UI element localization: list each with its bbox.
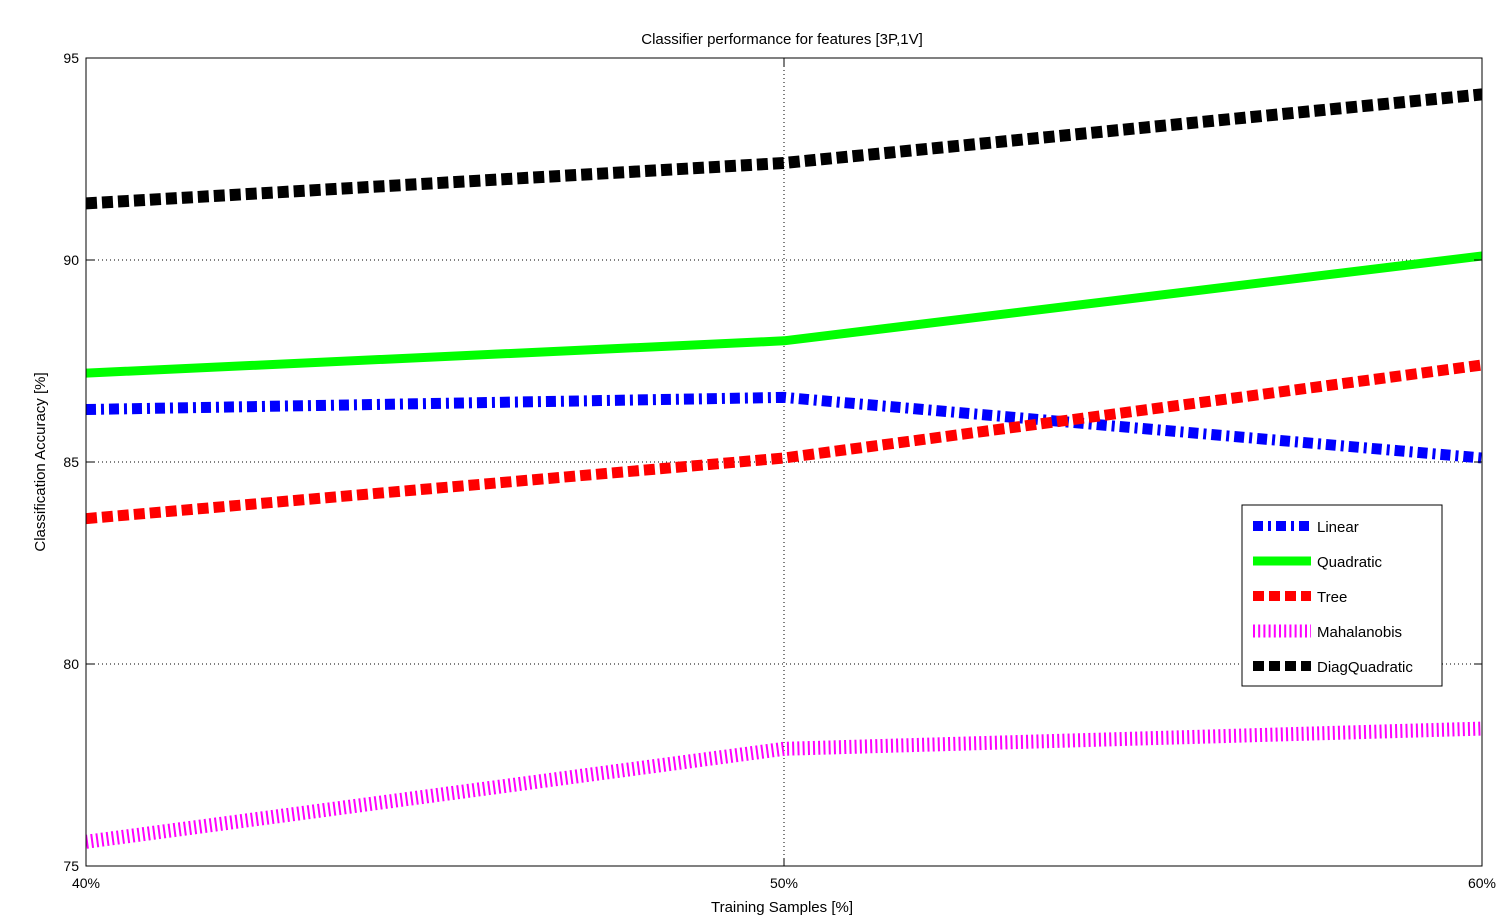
axis-ticks: 75 80 85 90 95 40% 50% 60% — [63, 50, 1496, 891]
y-tick-label-90: 90 — [63, 252, 79, 268]
y-tick-label-85: 85 — [63, 454, 79, 470]
series-line-tree — [86, 359, 1482, 525]
y-tick-label-95: 95 — [63, 50, 79, 66]
series-line-mahalanobis — [86, 721, 1482, 849]
grid — [86, 58, 1482, 866]
series-line-diagquadratic — [86, 88, 1482, 210]
x-tick-label-50: 50% — [770, 875, 798, 891]
legend-label-quadratic: Quadratic — [1317, 554, 1383, 571]
legend: Linear Quadratic Tree Mahalanobis DiagQuadra… — [1241, 504, 1443, 687]
x-tick-label-60: 60% — [1468, 875, 1496, 891]
legend-label-linear: Linear — [1317, 519, 1359, 536]
legend-label-mahalanobis: Mahalanobis — [1317, 624, 1402, 641]
y-tick-label-80: 80 — [63, 656, 79, 672]
y-tick-label-75: 75 — [63, 858, 79, 874]
legend-label-tree: Tree — [1317, 589, 1347, 606]
series-layer — [86, 88, 1482, 849]
chart-title: Classifier performance for features [3P,… — [641, 31, 923, 48]
x-tick-label-40: 40% — [72, 875, 100, 891]
legend-label-diagquadratic: DiagQuadratic — [1317, 659, 1413, 676]
x-axis-label: Training Samples [%] — [711, 899, 853, 916]
y-axis-label: Classification Accuracy [%] — [32, 372, 49, 551]
